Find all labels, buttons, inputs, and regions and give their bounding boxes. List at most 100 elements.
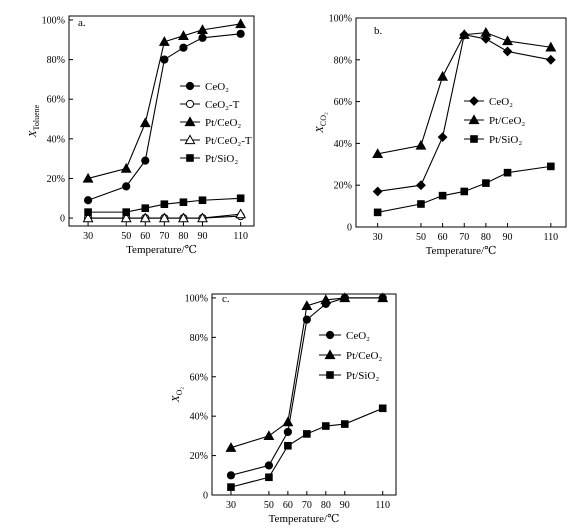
legend-item: CeO₂	[464, 96, 513, 108]
series-line	[377, 32, 551, 155]
legend-marker	[324, 349, 336, 360]
data-point	[236, 194, 245, 203]
data-point	[158, 36, 170, 46]
legend-item: Pt/CeO₂	[180, 116, 241, 129]
data-point	[482, 179, 490, 187]
legend-marker	[470, 135, 478, 143]
data-point	[458, 29, 470, 39]
legend-item: Pt/CeO₂	[319, 349, 382, 362]
legend-marker	[185, 81, 195, 91]
x-axis-label: Temperature/℃	[426, 245, 497, 257]
plot-frame	[355, 17, 567, 228]
data-point	[236, 29, 245, 38]
legend-marker	[469, 96, 479, 106]
y-tick-label: 60%	[190, 372, 208, 383]
y-tick-label: 80%	[47, 55, 65, 66]
series-3	[227, 404, 387, 491]
y-tick-label: 0	[347, 223, 352, 234]
data-point	[120, 212, 132, 223]
data-point	[377, 292, 389, 303]
y-axis-label-main: X	[170, 394, 182, 403]
legend: CeO₂ Pt/CeO₂ Pt/SiO₂	[319, 330, 382, 382]
data-point	[84, 208, 92, 216]
legend-item: CeO₂-T	[180, 99, 240, 111]
data-point	[545, 54, 556, 65]
data-point	[82, 212, 94, 223]
y-axis-label-sub: CO₂	[319, 112, 328, 126]
legend-item: CeO₂	[319, 330, 370, 342]
y-tick-label: 100%	[329, 14, 352, 25]
x-tick-label: 30	[226, 500, 236, 511]
data-point	[340, 420, 349, 428]
y-tick-label: 60%	[334, 97, 352, 108]
data-point	[264, 461, 274, 470]
legend-label: CeO₂	[489, 96, 513, 108]
y-axis-label: XToluene	[27, 104, 41, 138]
legend-marker	[326, 371, 334, 379]
data-point	[158, 212, 170, 223]
data-point	[197, 24, 208, 35]
data-point	[480, 27, 492, 37]
x-tick-label: 30	[83, 231, 93, 242]
data-point	[339, 292, 351, 303]
y-axis-label-sub: Toluene	[32, 104, 41, 130]
x-tick-label: 110	[375, 500, 390, 511]
data-point	[284, 441, 292, 450]
y-tick-label: 80%	[334, 55, 352, 66]
legend-label: Pt/SiO₂	[346, 370, 379, 382]
data-point	[415, 139, 427, 150]
series-line	[230, 407, 383, 488]
x-tick-label: 60	[283, 500, 293, 511]
x-tick-label: 110	[233, 231, 248, 242]
data-point	[301, 300, 313, 311]
y-tick-label: 20%	[190, 451, 208, 462]
series-2	[372, 27, 557, 159]
x-tick-label: 60	[438, 232, 448, 243]
legend: CeO₂ Pt/CeO₂ Pt/SiO₂	[464, 96, 525, 146]
y-tick-label: 100%	[185, 293, 208, 304]
y-tick-label: 0	[60, 214, 65, 225]
x-axis-label: Temperature/℃	[126, 244, 197, 256]
x-tick-label: 80	[481, 232, 491, 243]
data-point	[198, 196, 207, 205]
legend-label: Pt/CeO₂	[205, 117, 241, 129]
y-tick-label: 0	[203, 491, 208, 502]
data-point	[179, 43, 188, 52]
data-point	[416, 180, 426, 191]
y-tick-label: 40%	[47, 134, 65, 145]
series-3	[373, 162, 555, 217]
x-tick-label: 60	[140, 231, 150, 242]
data-point	[283, 427, 292, 437]
data-point	[198, 33, 207, 42]
data-point	[265, 473, 273, 482]
y-tick-label: 40%	[190, 412, 208, 423]
data-point	[139, 212, 151, 223]
legend-marker	[468, 114, 480, 125]
y-tick-label: 20%	[47, 174, 65, 185]
y-axis-label: XCO₂	[314, 112, 328, 134]
legend-item: Pt/CeO₂-T	[180, 134, 252, 147]
y-tick-label: 20%	[334, 181, 352, 192]
legend-label: Pt/CeO₂-T	[205, 135, 252, 147]
x-tick-label: 110	[544, 232, 559, 243]
data-point	[438, 191, 447, 200]
x-tick-label: 90	[503, 232, 513, 243]
data-point	[227, 483, 235, 491]
panel-label: b.	[374, 25, 383, 37]
chart-panel-3: c. 30 50 60 70 80 90 110 0 20% 40% 60% 80% 100% Temper…	[170, 292, 397, 525]
y-axis-label-main: X	[27, 129, 39, 138]
data-point	[179, 198, 188, 207]
data-point	[82, 172, 94, 183]
data-point	[160, 55, 169, 64]
legend-label: CeO₂	[205, 81, 229, 93]
data-point	[322, 422, 330, 430]
series-2	[225, 292, 389, 452]
y-axis-label-main: X	[314, 125, 326, 134]
data-point	[378, 404, 387, 413]
data-point	[303, 430, 311, 438]
data-point	[502, 46, 513, 57]
legend-item: Pt/SiO₂	[180, 153, 238, 165]
x-axis-label: Temperature/℃	[269, 513, 340, 525]
data-point	[83, 196, 93, 205]
legend-item: Pt/SiO₂	[319, 370, 379, 382]
